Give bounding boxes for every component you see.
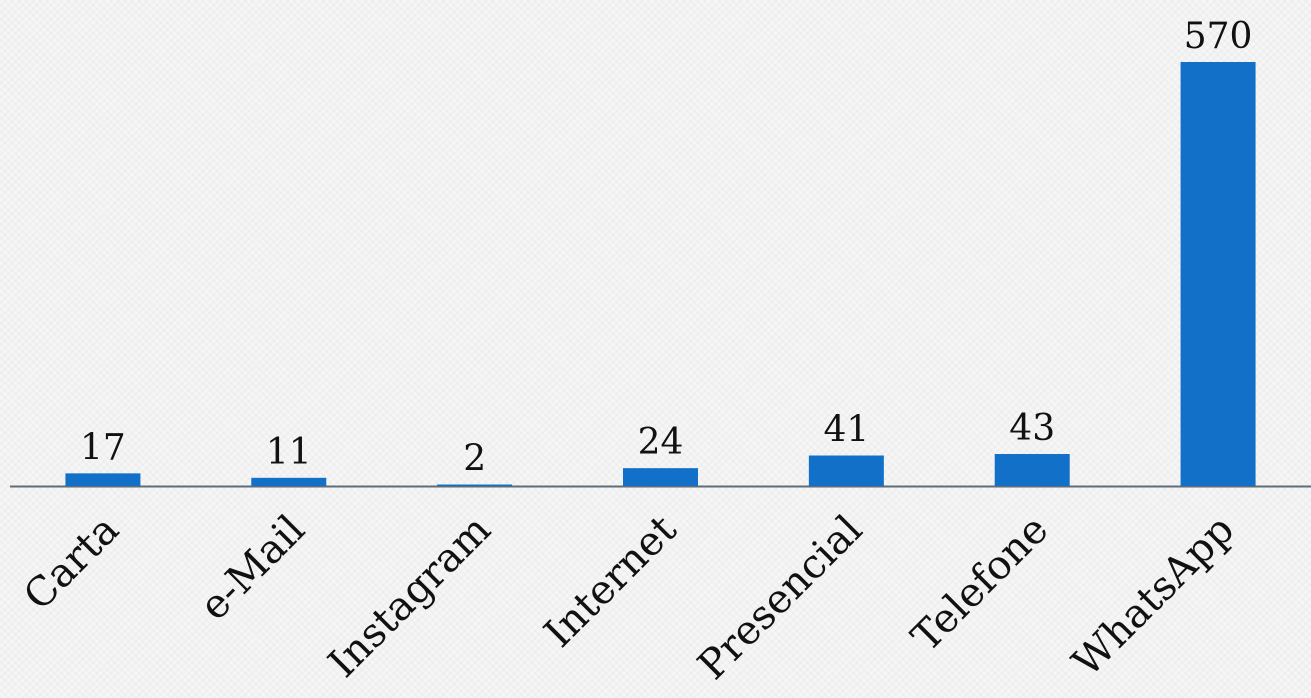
bar-whatsapp <box>1180 62 1256 486</box>
category-label-carta: Carta <box>15 507 128 620</box>
category-label-whatsapp: WhatsApp <box>1064 507 1243 686</box>
value-label-telefone: 43 <box>1009 408 1055 449</box>
value-label-carta: 17 <box>80 427 126 468</box>
value-label-internet: 24 <box>638 422 684 463</box>
category-label-instagram: Instagram <box>320 507 500 687</box>
value-labels-group: 17 11 2 24 41 43 570 <box>80 16 1252 480</box>
value-label-presencial: 41 <box>823 410 869 451</box>
value-label-instagram: 2 <box>463 439 486 480</box>
value-label-whatsapp: 570 <box>1184 16 1253 57</box>
category-label-e-mail: e-Mail <box>191 507 314 630</box>
bar-internet <box>623 468 698 486</box>
category-label-telefone: Telefone <box>903 507 1057 661</box>
bar-telefone <box>994 454 1070 486</box>
bar-carta <box>65 473 141 486</box>
bar-e-mail <box>251 477 327 486</box>
category-label-presencial: Presencial <box>689 507 871 689</box>
category-label-internet: Internet <box>536 507 686 657</box>
bar-presencial <box>808 455 884 486</box>
value-label-e-mail: 11 <box>266 432 312 473</box>
bar-instagram <box>437 484 513 486</box>
category-labels-group: Carta e-Mail Instagram Internet Presencial Te… <box>15 507 1243 689</box>
bars-group <box>65 62 1256 486</box>
